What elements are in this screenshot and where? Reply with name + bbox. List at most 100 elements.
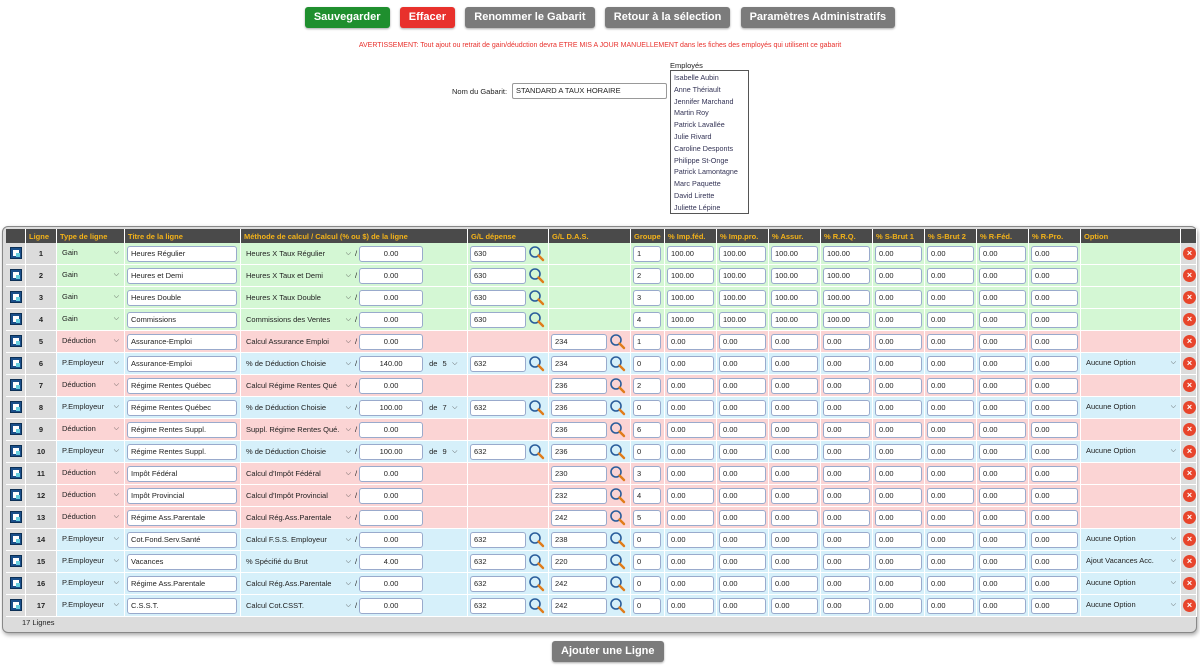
employees-list[interactable]: Isabelle Aubin Anne Thériault Jennifer Mar… xyxy=(670,70,749,214)
percent-input[interactable]: 0.00 xyxy=(979,487,1026,504)
percent-input[interactable]: 0.00 xyxy=(875,377,922,394)
search-icon[interactable] xyxy=(609,509,626,526)
calc-method-select[interactable]: Calcul Régime Rentes Qué ⌵ xyxy=(243,378,353,394)
percent-input[interactable]: 0.00 xyxy=(667,509,714,526)
line-title-input[interactable]: Régime Ass.Parentale xyxy=(127,509,237,526)
line-title-input[interactable]: Assurance-Emploi xyxy=(127,333,237,350)
percent-input[interactable]: 0.00 xyxy=(979,575,1026,592)
gl-das-input[interactable]: 236 xyxy=(551,377,607,394)
delete-icon[interactable]: × xyxy=(1183,357,1196,370)
employee-item[interactable]: Anne Thériault xyxy=(674,84,721,94)
calc-method-select[interactable]: Calcul Cot.CSST. ⌵ xyxy=(243,598,353,614)
option-select[interactable]: Aucune Option ⌵ xyxy=(1083,443,1178,459)
percent-input[interactable]: 0.00 xyxy=(771,487,818,504)
line-title-input[interactable]: Régime Rentes Québec xyxy=(127,377,237,394)
percent-input[interactable]: 100.00 xyxy=(719,311,766,328)
edit-icon[interactable] xyxy=(9,510,22,523)
employee-item[interactable]: Jennifer Marchand xyxy=(674,96,734,106)
delete-icon[interactable]: × xyxy=(1183,379,1196,392)
calc-value-input[interactable]: 0.00 xyxy=(359,465,424,482)
delete-icon[interactable]: × xyxy=(1183,555,1196,568)
search-icon[interactable] xyxy=(609,443,626,460)
gl-expense-input[interactable]: 630 xyxy=(470,245,526,262)
percent-input[interactable]: 0.00 xyxy=(823,333,870,350)
line-title-input[interactable]: Heures Double xyxy=(127,289,237,306)
percent-input[interactable]: 0.00 xyxy=(719,597,766,614)
group-input[interactable]: 0 xyxy=(633,575,661,592)
calc-value-input[interactable]: 0.00 xyxy=(359,597,424,614)
percent-input[interactable]: 0.00 xyxy=(927,443,974,460)
percent-input[interactable]: 0.00 xyxy=(823,553,870,570)
gl-das-input[interactable]: 230 xyxy=(551,465,607,482)
search-icon[interactable] xyxy=(609,355,626,372)
percent-input[interactable]: 0.00 xyxy=(823,465,870,482)
search-icon[interactable] xyxy=(528,289,545,306)
percent-input[interactable]: 0.00 xyxy=(823,355,870,372)
gl-das-input[interactable]: 242 xyxy=(551,575,607,592)
percent-input[interactable]: 100.00 xyxy=(823,267,870,284)
percent-input[interactable]: 0.00 xyxy=(927,465,974,482)
delete-icon[interactable]: × xyxy=(1183,577,1196,590)
percent-input[interactable]: 0.00 xyxy=(1031,377,1078,394)
group-input[interactable]: 5 xyxy=(633,509,661,526)
percent-input[interactable]: 0.00 xyxy=(927,267,974,284)
search-icon[interactable] xyxy=(528,311,545,328)
percent-input[interactable]: 0.00 xyxy=(719,443,766,460)
template-name-input[interactable]: STANDARD A TAUX HORAIRE xyxy=(512,83,667,99)
percent-input[interactable]: 0.00 xyxy=(667,531,714,548)
line-type-select[interactable]: P.Employeur ⌵ xyxy=(59,355,121,371)
rename-template-button[interactable]: Renommer le Gabarit xyxy=(465,7,595,28)
percent-input[interactable]: 0.00 xyxy=(1031,465,1078,482)
percent-input[interactable]: 0.00 xyxy=(719,509,766,526)
percent-input[interactable]: 0.00 xyxy=(875,333,922,350)
calc-method-select[interactable]: Calcul Rég.Ass.Parentale ⌵ xyxy=(243,576,353,592)
group-input[interactable]: 1 xyxy=(633,333,661,350)
percent-input[interactable]: 100.00 xyxy=(667,267,714,284)
percent-input[interactable]: 0.00 xyxy=(875,311,922,328)
calc-method-select[interactable]: Heures X Taux Régulier ⌵ xyxy=(243,246,353,262)
percent-input[interactable]: 0.00 xyxy=(927,377,974,394)
percent-input[interactable]: 0.00 xyxy=(719,377,766,394)
calc-value-input[interactable]: 0.00 xyxy=(359,311,424,328)
percent-input[interactable]: 0.00 xyxy=(823,399,870,416)
percent-input[interactable]: 0.00 xyxy=(719,355,766,372)
search-icon[interactable] xyxy=(528,355,545,372)
search-icon[interactable] xyxy=(609,575,626,592)
percent-input[interactable]: 100.00 xyxy=(667,289,714,306)
line-title-input[interactable]: C.S.S.T. xyxy=(127,597,237,614)
gl-das-input[interactable]: 220 xyxy=(551,553,607,570)
delete-icon[interactable]: × xyxy=(1183,269,1196,282)
line-type-select[interactable]: Déduction ⌵ xyxy=(59,465,121,481)
gl-das-input[interactable]: 236 xyxy=(551,443,607,460)
edit-icon[interactable] xyxy=(9,400,22,413)
percent-input[interactable]: 0.00 xyxy=(875,575,922,592)
delete-icon[interactable]: × xyxy=(1183,401,1196,414)
percent-input[interactable]: 0.00 xyxy=(979,267,1026,284)
option-select[interactable]: Aucune Option ⌵ xyxy=(1083,597,1178,613)
gl-das-input[interactable]: 242 xyxy=(551,597,607,614)
percent-input[interactable]: 0.00 xyxy=(667,597,714,614)
percent-input[interactable]: 0.00 xyxy=(1031,333,1078,350)
gl-expense-input[interactable]: 632 xyxy=(470,575,526,592)
line-type-select[interactable]: P.Employeur ⌵ xyxy=(59,575,121,591)
edit-icon[interactable] xyxy=(9,334,22,347)
percent-input[interactable]: 0.00 xyxy=(927,531,974,548)
add-line-button[interactable]: Ajouter une Ligne xyxy=(552,641,664,662)
percent-input[interactable]: 0.00 xyxy=(927,245,974,262)
edit-icon[interactable] xyxy=(9,444,22,457)
percent-input[interactable]: 0.00 xyxy=(823,597,870,614)
line-type-select[interactable]: Gain ⌵ xyxy=(59,289,121,305)
line-title-input[interactable]: Régime Rentes Suppl. xyxy=(127,421,237,438)
percent-input[interactable]: 0.00 xyxy=(771,421,818,438)
line-title-input[interactable]: Heures et Demi xyxy=(127,267,237,284)
calc-method-select[interactable]: Suppl. Régime Rentes Qué. ⌵ xyxy=(243,422,353,438)
percent-input[interactable]: 0.00 xyxy=(979,597,1026,614)
gl-expense-input[interactable]: 632 xyxy=(470,531,526,548)
calc-value-input[interactable]: 100.00 xyxy=(359,399,424,416)
percent-input[interactable]: 0.00 xyxy=(1031,553,1078,570)
erase-button[interactable]: Effacer xyxy=(399,7,456,28)
percent-input[interactable]: 0.00 xyxy=(1031,531,1078,548)
percent-input[interactable]: 0.00 xyxy=(1031,509,1078,526)
percent-input[interactable]: 0.00 xyxy=(875,289,922,306)
percent-input[interactable]: 0.00 xyxy=(875,443,922,460)
